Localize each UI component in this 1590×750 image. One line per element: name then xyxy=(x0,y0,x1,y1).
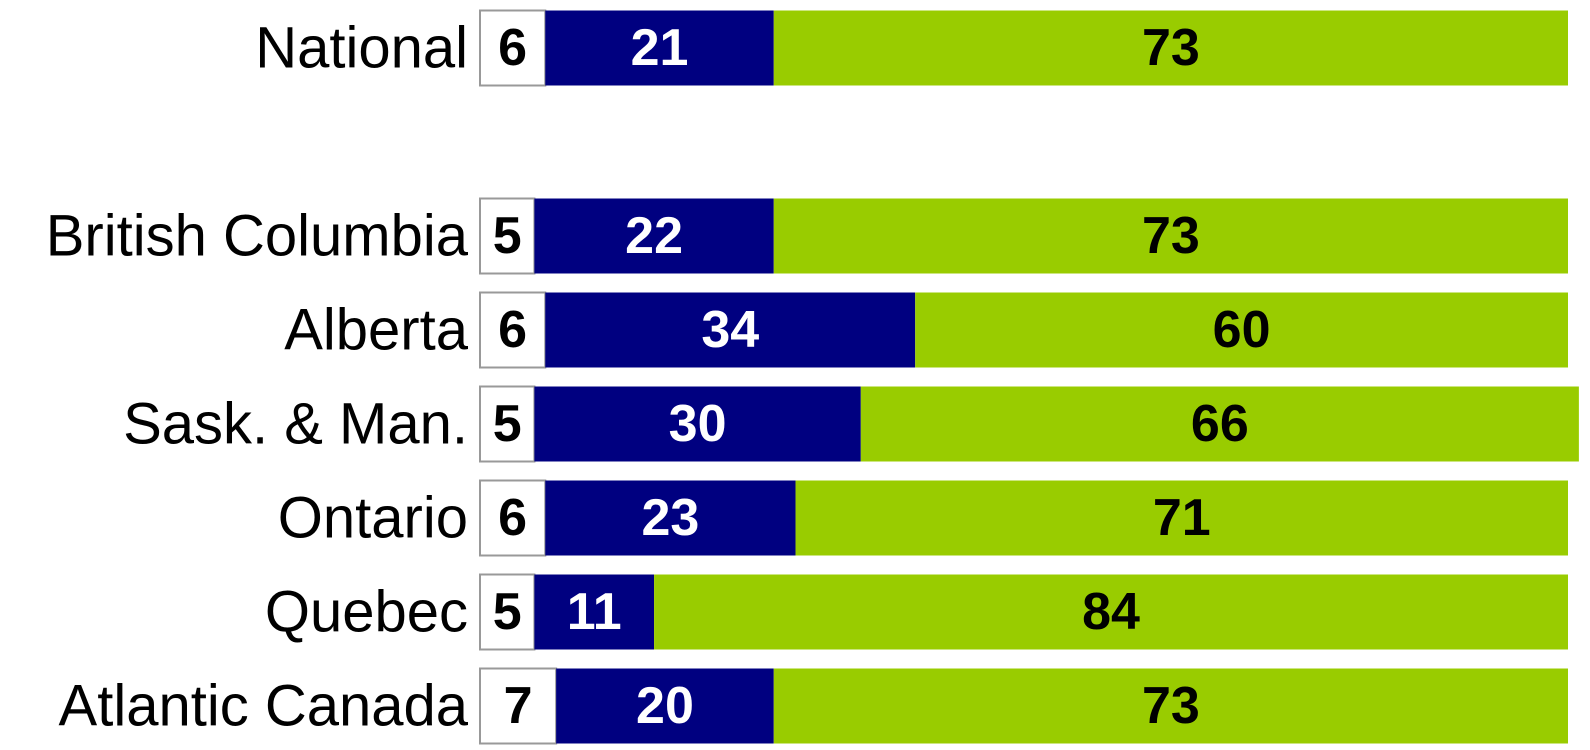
category-label: Sask. & Man. xyxy=(123,392,468,457)
data-label: 20 xyxy=(636,677,694,735)
bar-segment xyxy=(556,668,774,744)
bar-segment xyxy=(795,480,1568,556)
category-label: Ontario xyxy=(278,486,468,551)
category-label: Atlantic Canada xyxy=(59,674,469,739)
bar-segment xyxy=(534,198,774,274)
category-label: Alberta xyxy=(284,298,469,363)
data-label: 7 xyxy=(504,677,533,735)
data-label: 60 xyxy=(1213,301,1271,359)
bar-segment xyxy=(479,291,547,369)
data-label: 6 xyxy=(498,489,527,547)
data-label: 6 xyxy=(498,301,527,359)
data-label: 73 xyxy=(1142,207,1200,265)
data-label: 66 xyxy=(1191,395,1249,453)
data-label: 22 xyxy=(625,207,683,265)
bar-segment xyxy=(860,386,1579,462)
data-label: 5 xyxy=(493,583,522,641)
data-label: 21 xyxy=(631,19,689,77)
bar-segment xyxy=(479,573,536,651)
data-label: 71 xyxy=(1153,489,1211,547)
bar-segment xyxy=(479,9,547,87)
bar-segment xyxy=(545,292,916,368)
data-label: 23 xyxy=(641,489,699,547)
bar-segment xyxy=(773,668,1568,744)
category-label: British Columbia xyxy=(46,204,469,269)
bar-segment xyxy=(915,292,1568,368)
data-label: 73 xyxy=(1142,677,1200,735)
bar-segment xyxy=(654,574,1568,650)
data-label: 11 xyxy=(567,583,622,641)
bar-segment xyxy=(479,385,536,463)
data-label: 30 xyxy=(669,395,727,453)
bar-segment xyxy=(773,198,1568,274)
bar-segment xyxy=(773,10,1568,86)
bar-segment xyxy=(545,480,796,556)
bar-segment xyxy=(534,386,861,462)
bar-segment xyxy=(479,667,558,745)
data-label: 34 xyxy=(701,301,759,359)
data-label: 84 xyxy=(1082,583,1140,641)
data-label: 5 xyxy=(493,207,522,265)
category-label: Quebec xyxy=(265,580,468,645)
data-label: 6 xyxy=(498,19,527,77)
bar-segment xyxy=(534,574,655,650)
bar-segment xyxy=(545,10,774,86)
data-label: 5 xyxy=(493,395,522,453)
data-label: 73 xyxy=(1142,19,1200,77)
category-label: National xyxy=(255,16,468,81)
